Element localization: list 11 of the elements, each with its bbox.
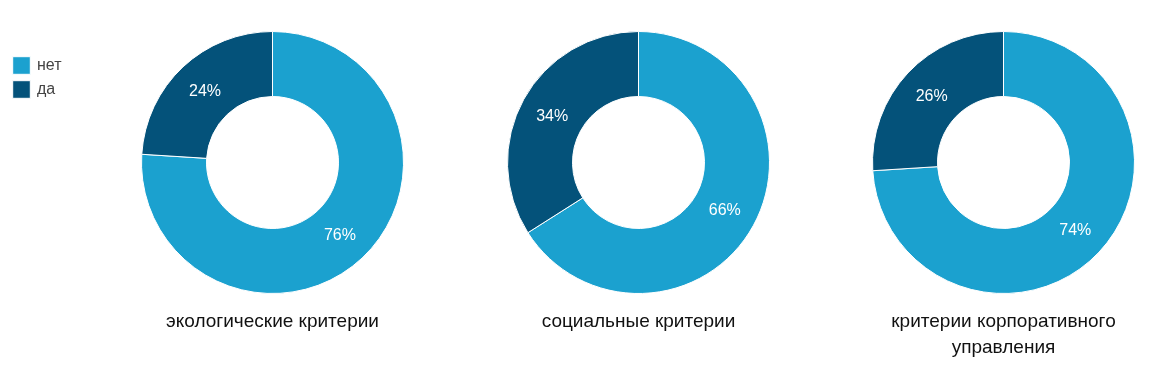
data-label: 24% [189,82,222,100]
text: критерии корпоративного управления [891,310,1116,357]
data-label: 66% [708,201,741,219]
data-label: 26% [915,86,948,104]
data-label: 74% [1059,221,1092,239]
data-label: 34% [536,106,569,124]
legend-label: да [37,80,57,98]
text: социальные критерии [541,310,736,331]
legend-label: нет [37,56,62,74]
data-label: 76% [323,225,356,243]
text: экологические критерии [166,310,379,331]
